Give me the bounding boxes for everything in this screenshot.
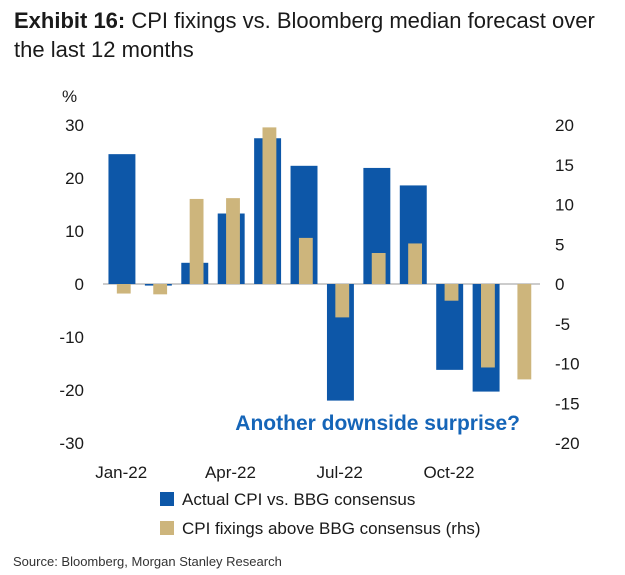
left-tick-label: -20 [59,381,84,400]
left-tick-label: 30 [65,116,84,135]
left-tick-label: 10 [65,222,84,241]
x-tick-label: Jul-22 [317,463,363,482]
bar-cpi-fixings [262,127,277,284]
right-tick-label: 10 [555,196,574,215]
exhibit-label: Exhibit 16: [14,8,126,33]
bar-cpi-fixings [153,284,168,295]
x-tick-label: Jan-22 [95,463,147,482]
bar-actual-cpi [108,154,136,284]
bar-cpi-fixings [335,284,350,318]
right-tick-label: -10 [555,355,580,374]
bar-cpi-fixings [298,237,313,284]
legend-label-fixings: CPI fixings above BBG consensus (rhs) [182,519,481,538]
bar-cpi-fixings [444,284,459,301]
bar-cpi-fixings [189,198,204,284]
bar-cpi-fixings [116,284,131,294]
annotation-text: Another downside surprise? [235,412,520,435]
legend-swatch-actual [160,492,174,506]
left-tick-label: 0 [75,275,84,294]
bar-cpi-fixings [226,198,240,284]
legend-swatch-fixings [160,521,174,535]
left-tick-label: -10 [59,328,84,347]
y-axis-unit-label: % [62,87,77,106]
bar-cpi-fixings [371,252,386,284]
right-tick-label: 0 [555,275,564,294]
left-tick-label: 20 [65,169,84,188]
left-tick-label: -30 [59,434,84,453]
bar-cpi-fixings [517,284,532,380]
legend-label-actual: Actual CPI vs. BBG consensus [182,490,415,509]
x-tick-label: Oct-22 [423,463,474,482]
bar-cpi-fixings [481,284,495,368]
bar-cpi-fixings [408,243,423,284]
right-tick-label: -15 [555,394,580,413]
right-tick-label: 5 [555,235,564,254]
right-tick-label: -5 [555,315,570,334]
right-tick-label: -20 [555,434,580,453]
source-note: Source: Bloomberg, Morgan Stanley Resear… [13,554,282,569]
right-tick-label: 20 [555,116,574,135]
chart-title: Exhibit 16: CPI fixings vs. Bloomberg me… [14,6,614,64]
right-tick-label: 15 [555,156,574,175]
exhibit-title: CPI fixings vs. Bloomberg median forecas… [14,8,595,62]
x-tick-label: Apr-22 [205,463,256,482]
